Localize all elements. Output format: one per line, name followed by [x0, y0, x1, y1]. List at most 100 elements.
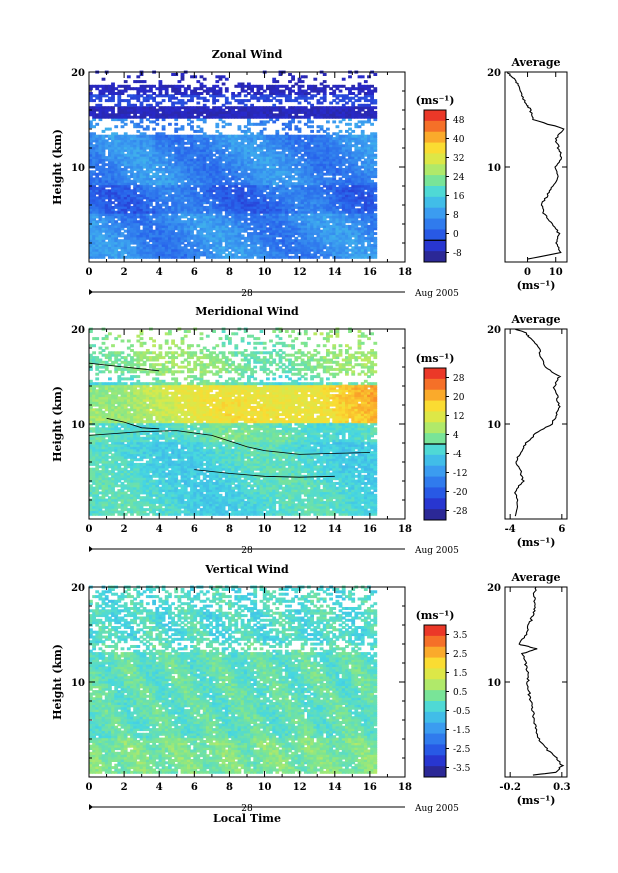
heatmap-cell — [120, 99, 125, 103]
heatmap-cell — [108, 106, 112, 110]
heatmap-cell — [114, 196, 119, 200]
heatmap-cell — [155, 222, 160, 226]
heatmap-cell — [133, 201, 137, 205]
heatmap-cell — [155, 224, 160, 228]
heatmap-cell — [123, 201, 128, 205]
heatmap-cell — [98, 141, 103, 145]
heatmap-cell — [114, 191, 119, 195]
heatmap-cell — [101, 189, 106, 193]
heatmap-cell — [155, 227, 160, 231]
heatmap-cell — [114, 175, 119, 179]
heatmap-cell — [120, 213, 125, 217]
heatmap-cell — [126, 232, 131, 236]
heatmap-cell — [114, 146, 119, 150]
heatmap-cell — [136, 156, 141, 160]
heatmap-cell — [152, 99, 156, 103]
heatmap-cell — [152, 232, 156, 236]
heatmap-cell — [158, 92, 163, 95]
heatmap-cell — [92, 198, 96, 202]
heatmap-cell — [152, 106, 156, 110]
heatmap-cell — [133, 241, 137, 245]
heatmap-cell — [117, 179, 122, 183]
heatmap-cell — [104, 172, 109, 176]
heatmap-cell — [149, 103, 153, 107]
heatmap-cell — [310, 129, 314, 133]
heatmap-cell — [117, 208, 122, 212]
heatmap-cell — [114, 184, 119, 188]
heatmap-cell — [136, 198, 141, 202]
heatmap-cell — [145, 89, 150, 93]
heatmap-cell — [120, 167, 125, 171]
heatmap-cell — [120, 251, 125, 255]
heatmap-cell — [123, 222, 128, 226]
heatmap-cell — [92, 246, 96, 250]
heatmap-cell — [161, 255, 166, 259]
heatmap-cell — [136, 224, 141, 228]
heatmap-cells — [89, 70, 378, 259]
heatmap-cell — [155, 229, 160, 233]
heatmap-cell — [123, 99, 128, 103]
heatmap-cell — [130, 239, 134, 243]
heatmap-cell — [142, 137, 147, 141]
heatmap-cell — [158, 210, 163, 214]
heatmap-cell — [130, 208, 134, 212]
heatmap-cell — [111, 137, 115, 141]
heatmap-cell — [120, 186, 125, 190]
heatmap-cell — [123, 196, 128, 200]
heatmap-cell — [126, 205, 131, 209]
heatmap-cell — [152, 146, 156, 150]
heatmap-cell — [98, 243, 103, 247]
heatmap-cell — [117, 144, 122, 148]
heatmap-cell — [152, 96, 156, 100]
heatmap-cell — [142, 96, 147, 100]
heatmap-cell — [101, 165, 106, 169]
heatmap-cell — [158, 182, 163, 186]
heatmap-cell — [136, 213, 141, 217]
heatmap-cell — [149, 210, 153, 214]
heatmap-cell — [98, 186, 103, 190]
heatmap-cell — [95, 196, 100, 200]
heatmap-cell — [126, 196, 131, 200]
heatmap-cell — [120, 255, 125, 259]
heatmap-cell — [89, 191, 93, 195]
heatmap-cell — [95, 215, 100, 219]
heatmap-cell — [158, 205, 163, 209]
heatmap-cell — [114, 227, 119, 231]
heatmap-cell — [111, 99, 115, 103]
heatmap-cell — [145, 127, 150, 131]
heatmap-cell — [133, 172, 137, 176]
heatmap-cell — [136, 208, 141, 212]
heatmap-cell — [133, 215, 137, 219]
heatmap-cell — [136, 139, 141, 143]
heatmap-cell — [142, 177, 147, 181]
heatmap-cell — [101, 222, 106, 226]
heatmap-cell — [142, 222, 147, 226]
heatmap-cell — [158, 246, 163, 250]
heatmap-cell — [89, 144, 93, 148]
heatmap-cell — [89, 99, 93, 103]
heatmap-cell — [104, 189, 109, 193]
heatmap-cell — [139, 236, 144, 240]
heatmap-cell — [152, 246, 156, 250]
heatmap-cell — [89, 232, 93, 236]
heatmap-cell — [104, 177, 109, 181]
heatmap-cell — [95, 182, 100, 186]
heatmap-cell — [145, 158, 150, 162]
heatmap-cell — [139, 196, 144, 200]
heatmap-cell — [108, 92, 112, 95]
heatmap-cell — [104, 236, 109, 240]
heatmap-cell — [117, 243, 122, 247]
heatmap-cell — [104, 213, 109, 217]
heatmap-cell — [95, 191, 100, 195]
heatmap-cell — [215, 122, 220, 126]
heatmap-cell — [152, 222, 156, 226]
heatmap-cell — [133, 220, 137, 224]
heatmap-cell — [174, 73, 179, 76]
heatmap-cell — [101, 87, 106, 91]
heatmap-cell — [152, 179, 156, 183]
heatmap-cell — [111, 132, 115, 136]
heatmap-cell — [117, 89, 122, 93]
heatmap-cell — [259, 84, 264, 88]
heatmap-cell — [111, 146, 115, 150]
heatmap-cell — [111, 82, 115, 86]
